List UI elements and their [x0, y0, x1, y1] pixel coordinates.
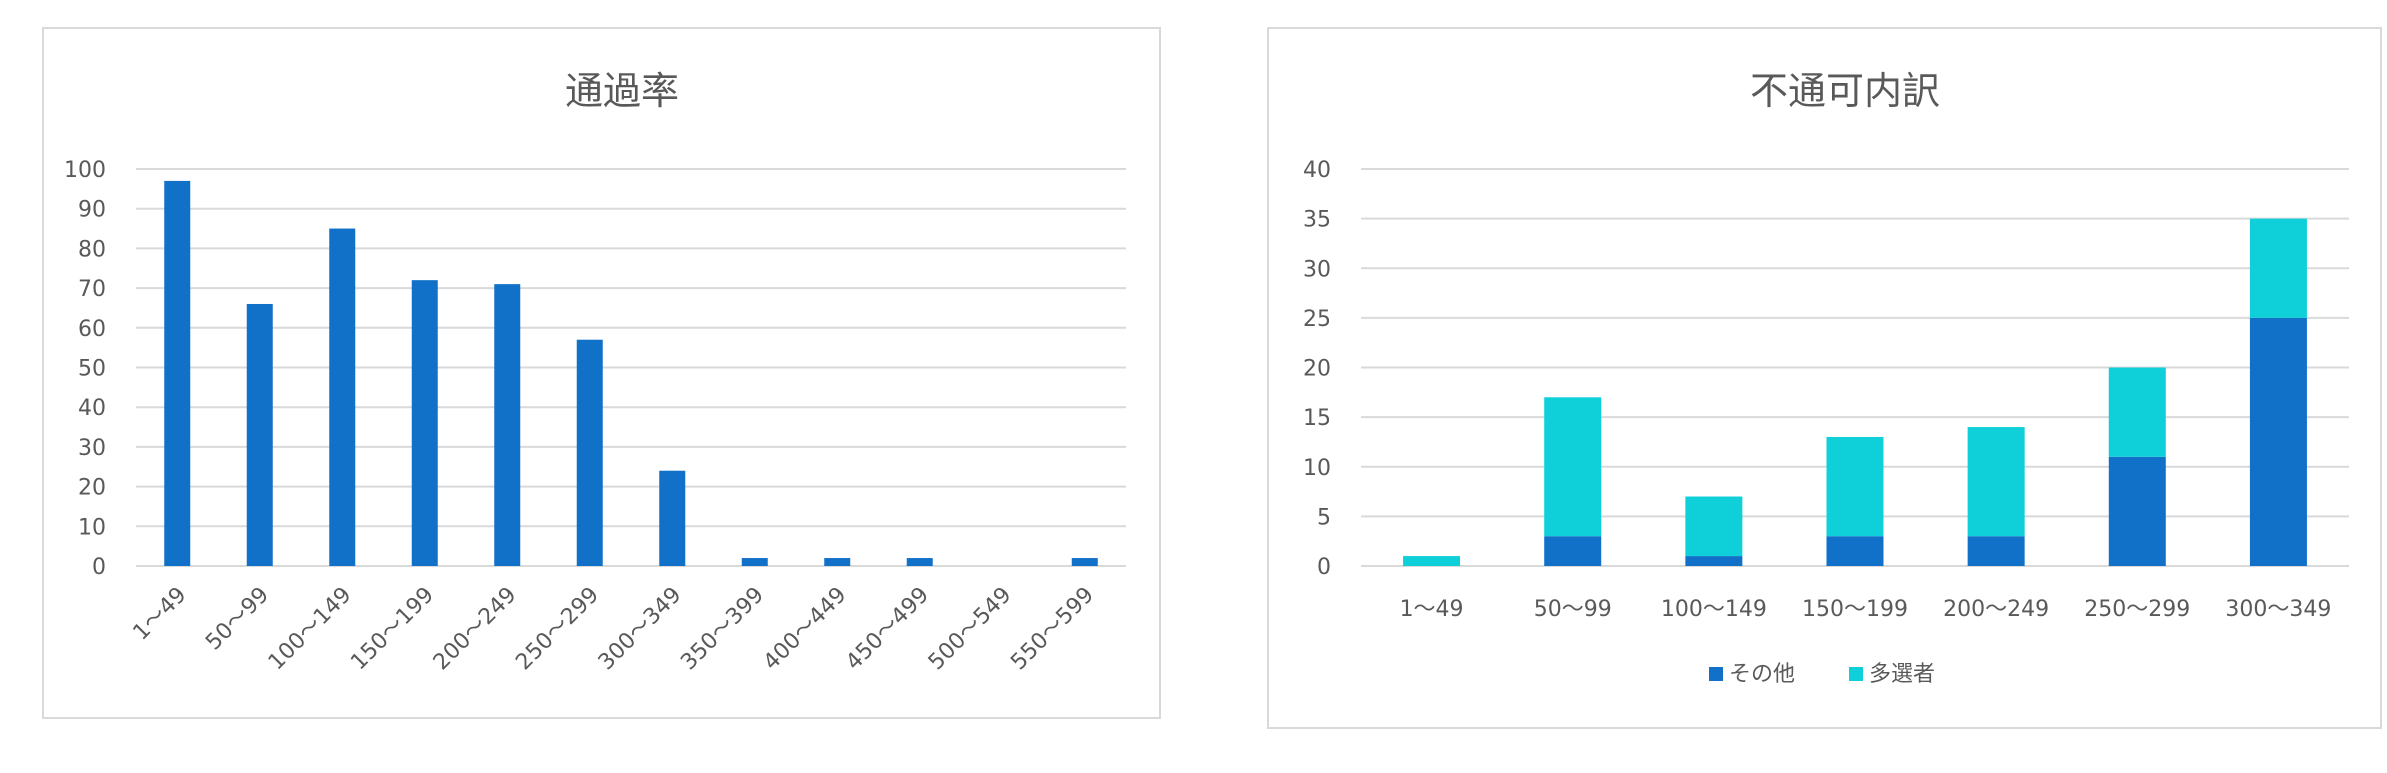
- bar-segment: [1826, 436, 1884, 537]
- y-tick-label: 5: [1317, 505, 1331, 530]
- x-tick-label: 50～99: [1534, 597, 1612, 622]
- y-tick-label: 10: [1303, 456, 1331, 481]
- x-tick-label: 200～249: [1943, 597, 2049, 622]
- x-tick-label: 1～49: [129, 583, 192, 646]
- x-tick-label: 100～149: [1661, 597, 1767, 622]
- x-tick-label: 300～349: [2225, 597, 2331, 622]
- x-tick-label: 250～299: [511, 583, 604, 676]
- x-tick-label: 200～249: [429, 583, 522, 676]
- x-tick-label: 150～199: [1802, 597, 1908, 622]
- bar-segment: [2249, 317, 2307, 566]
- y-tick-label: 0: [92, 555, 106, 580]
- legend-swatch: [1849, 667, 1863, 681]
- bar: [164, 180, 191, 566]
- y-tick-label: 80: [78, 237, 106, 262]
- y-tick-label: 60: [78, 317, 106, 342]
- bar-segment: [1544, 397, 1602, 537]
- x-tick-label: 350～399: [676, 583, 769, 676]
- y-tick-label: 20: [1303, 357, 1331, 382]
- y-tick-label: 90: [78, 198, 106, 223]
- x-tick-label: 250～299: [2084, 597, 2190, 622]
- bar: [494, 284, 521, 566]
- y-tick-label: 10: [78, 515, 106, 540]
- y-tick-label: 0: [1317, 555, 1331, 580]
- legend-swatch: [1709, 667, 1723, 681]
- x-tick-label: 1～49: [1400, 597, 1464, 622]
- x-tick-label: 100～149: [264, 583, 357, 676]
- bar-segment: [2249, 218, 2307, 318]
- x-tick-label: 300～349: [594, 583, 687, 676]
- y-tick-label: 35: [1303, 208, 1331, 233]
- y-tick-label: 25: [1303, 307, 1331, 332]
- x-tick-label: 50～99: [201, 583, 274, 656]
- y-tick-label: 100: [64, 158, 106, 183]
- y-tick-label: 40: [78, 396, 106, 421]
- y-tick-label: 50: [78, 357, 106, 382]
- x-tick-label: 500～549: [924, 583, 1017, 676]
- y-tick-label: 20: [78, 476, 106, 501]
- x-tick-label: 450～499: [841, 583, 934, 676]
- bar: [659, 470, 686, 566]
- y-tick-label: 30: [1303, 257, 1331, 282]
- y-tick-label: 40: [1303, 158, 1331, 183]
- y-tick-label: 30: [78, 436, 106, 461]
- bar: [329, 228, 356, 567]
- x-tick-label: 400～449: [759, 583, 852, 676]
- failure-breakdown-chart-panel: 不通可内訳 0 5 10 15 20 25 30 35 40 1～49 50～99 100～149 15…: [1267, 27, 2382, 729]
- pass-rate-chart-panel: 通過率 0 10 20 30 40 50 60 70 80 90 100 1～49 50～99 100～1…: [42, 27, 1161, 719]
- legend-label: その他: [1729, 662, 1795, 687]
- bar: [906, 558, 933, 566]
- x-tick-label: 550～599: [1006, 583, 1099, 676]
- chart-title: 不通可内訳: [1750, 69, 1940, 113]
- y-tick-label: 15: [1303, 406, 1331, 431]
- bar-segment: [1967, 536, 2025, 566]
- bar: [741, 558, 768, 566]
- failure-breakdown-chart: 不通可内訳 0 5 10 15 20 25 30 35 40 1～49 50～99 100～149 15…: [1303, 69, 2349, 687]
- legend-label: 多選者: [1869, 662, 1935, 687]
- bar: [246, 303, 273, 566]
- bar: [824, 558, 851, 566]
- y-tick-label: 70: [78, 277, 106, 302]
- bar-segment: [2108, 367, 2166, 457]
- bar-segment: [1685, 556, 1743, 566]
- bar-segment: [1967, 427, 2025, 537]
- chart-title: 通過率: [565, 69, 679, 113]
- pass-rate-chart: 通過率 0 10 20 30 40 50 60 70 80 90 100 1～49 50～99100～1…: [64, 69, 1126, 676]
- bar-segment: [1544, 536, 1602, 566]
- bar: [576, 339, 603, 566]
- bar-segment: [1826, 536, 1884, 566]
- bar: [1071, 558, 1098, 566]
- bar-segment: [1403, 556, 1461, 566]
- bar-segment: [2108, 456, 2166, 566]
- bar-segment: [1685, 496, 1743, 557]
- x-tick-label: 150～199: [346, 583, 439, 676]
- bar: [411, 280, 438, 566]
